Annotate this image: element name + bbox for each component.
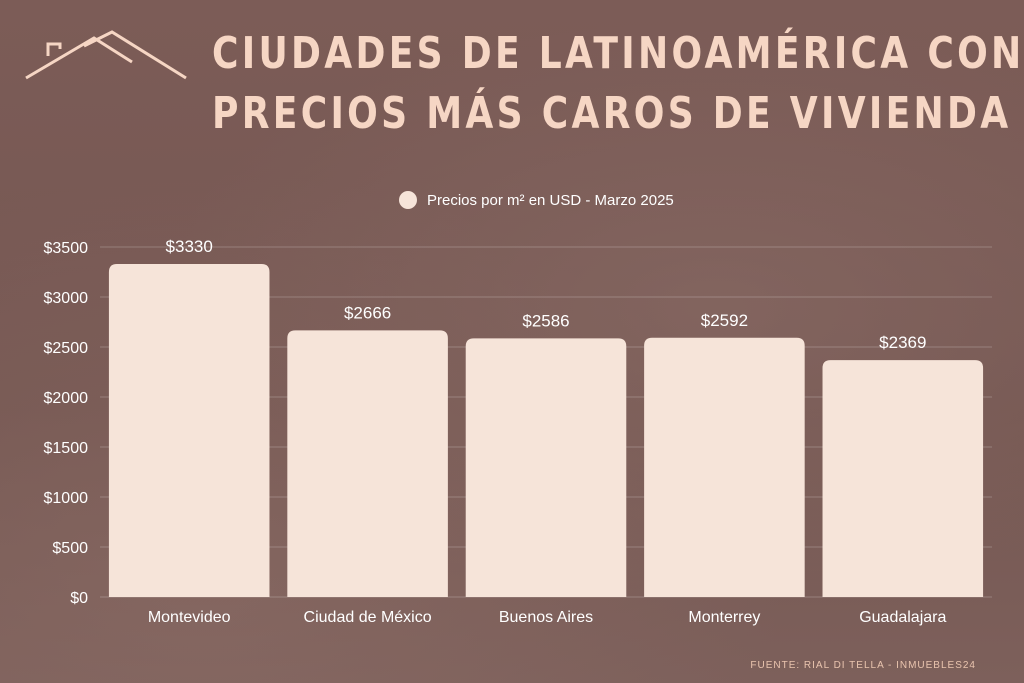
bar (287, 330, 448, 597)
house-roof-icon (25, 30, 187, 80)
y-tick-label: $3500 (44, 240, 89, 257)
x-category-label: Montevideo (148, 609, 231, 626)
bar-value-label: $2369 (879, 333, 926, 352)
x-category-label: Guadalajara (859, 609, 946, 626)
legend-marker (399, 191, 417, 209)
y-tick-label: $2500 (44, 340, 89, 357)
bar-value-label: $2666 (344, 303, 391, 322)
x-category-label: Buenos Aires (499, 609, 593, 626)
bar (644, 337, 805, 597)
y-tick-label: $2000 (44, 390, 89, 407)
chart-title: CIUDADES DE LATINOAMÉRICA CON PRECIOS MÁ… (212, 24, 1021, 144)
bar-value-label: $3330 (166, 237, 213, 256)
y-tick-label: $1500 (44, 440, 89, 457)
x-category-label: Monterrey (688, 609, 760, 626)
title-line-2: PRECIOS MÁS CAROS DE VIVIENDA (212, 88, 1012, 139)
bar-value-label: $2592 (701, 311, 748, 330)
bar (822, 360, 984, 597)
x-category-label: Ciudad de México (304, 609, 432, 626)
bar (465, 338, 627, 597)
source-note: FUENTE: RIAL DI TELLA - INMUEBLES24 (750, 660, 976, 671)
bar-value-label: $2586 (522, 311, 569, 330)
y-tick-label: $0 (70, 590, 88, 607)
legend-label: Precios por m² en USD - Marzo 2025 (427, 192, 674, 209)
y-tick-label: $1000 (44, 490, 89, 507)
y-tick-label: $3000 (44, 290, 89, 307)
bar (108, 264, 270, 597)
y-tick-label: $500 (52, 540, 88, 557)
title-line-1: CIUDADES DE LATINOAMÉRICA CON (212, 28, 1024, 79)
